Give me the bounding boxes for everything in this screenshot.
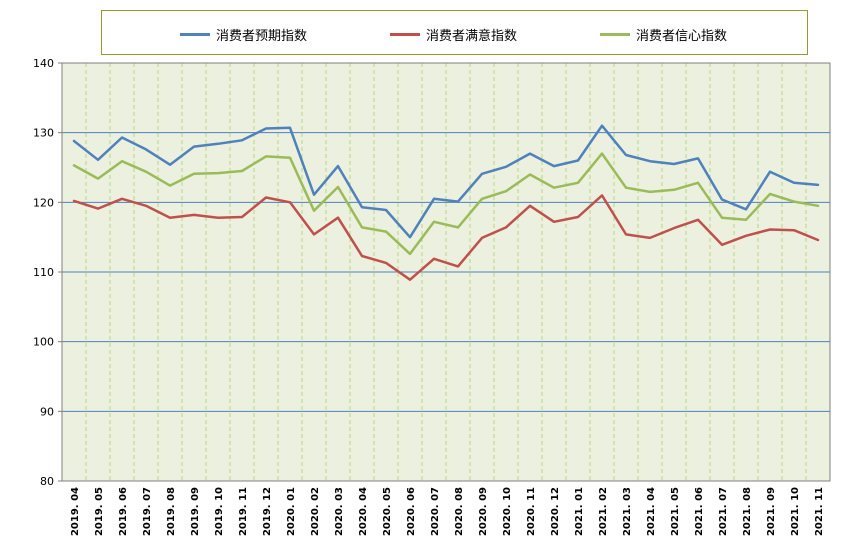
legend: 消费者预期指数 消费者满意指数 消费者信心指数 — [101, 10, 808, 55]
legend-label-confidence: 消费者信心指数 — [636, 28, 728, 44]
legend-label-satisfaction: 消费者满意指数 — [426, 28, 518, 44]
x-tick-label: 2021. 05 — [670, 487, 681, 536]
x-tick-label: 2020. 09 — [478, 487, 489, 536]
x-tick-label: 2019. 07 — [142, 487, 153, 536]
x-tick-label: 2020. 10 — [502, 487, 513, 536]
y-tick-label: 130 — [33, 127, 54, 140]
x-tick-label: 2019. 05 — [94, 487, 105, 536]
x-axis: 2019. 04 2019. 05 2019. 06 2019. 07 2019. 08… — [70, 487, 825, 536]
x-tick-label: 2020. 04 — [358, 487, 369, 536]
x-tick-label: 2020. 05 — [382, 487, 393, 536]
y-tick-label: 100 — [33, 336, 54, 349]
x-tick-label: 2021. 02 — [598, 487, 609, 536]
satisfaction-series-line — [72, 194, 820, 281]
y-axis: 80 90 100 110 120 130 140 — [33, 57, 62, 488]
x-tick-label: 2021. 04 — [646, 487, 657, 536]
x-tick-label: 2021. 01 — [574, 487, 585, 536]
x-tick-label: 2021. 08 — [742, 487, 753, 536]
y-tick-label: 120 — [33, 196, 54, 209]
series-lines — [72, 124, 820, 281]
y-tick-label: 140 — [33, 57, 54, 70]
x-tick-label: 2019. 11 — [238, 487, 249, 536]
x-tick-label: 2021. 03 — [622, 487, 633, 536]
x-tick-label: 2021. 07 — [718, 487, 729, 536]
x-tick-label: 2020. 12 — [550, 487, 561, 536]
x-tick-label: 2020. 03 — [334, 487, 345, 536]
legend-swatch-confidence — [600, 32, 630, 36]
x-tick-label: 2020. 08 — [454, 487, 465, 536]
legend-label-expectation: 消费者预期指数 — [216, 28, 308, 44]
legend-item-confidence: 消费者信心指数 — [600, 25, 728, 44]
x-tick-label: 2020. 11 — [526, 487, 537, 536]
horizontal-gridlines — [62, 132, 830, 412]
x-tick-label: 2021. 10 — [790, 487, 801, 536]
x-tick-label: 2020. 07 — [430, 487, 441, 536]
x-tick-label: 2020. 02 — [310, 487, 321, 536]
x-tick-label: 2021. 06 — [694, 487, 705, 536]
confidence-series-line — [72, 152, 820, 256]
legend-item-expectation: 消费者预期指数 — [180, 25, 308, 44]
x-tick-label: 2021. 09 — [766, 487, 777, 536]
y-tick-label: 90 — [40, 405, 54, 418]
x-tick-label: 2019. 08 — [166, 487, 177, 536]
y-tick-label: 80 — [40, 475, 54, 488]
legend-swatch-expectation — [180, 32, 210, 36]
x-tick-label: 2019. 09 — [190, 487, 201, 536]
x-tick-label: 2020. 06 — [406, 487, 417, 536]
x-tick-label: 2020. 01 — [286, 487, 297, 536]
expectation-series-line — [72, 124, 820, 239]
x-tick-label: 2019. 04 — [70, 487, 81, 536]
x-tick-label: 2021. 11 — [814, 487, 825, 536]
x-tick-label: 2019. 06 — [118, 487, 129, 536]
y-tick-label: 110 — [33, 266, 54, 279]
x-tick-label: 2019. 10 — [214, 487, 225, 536]
legend-swatch-satisfaction — [390, 32, 420, 36]
legend-item-satisfaction: 消费者满意指数 — [390, 25, 518, 44]
x-tick-label: 2019. 12 — [262, 487, 273, 536]
